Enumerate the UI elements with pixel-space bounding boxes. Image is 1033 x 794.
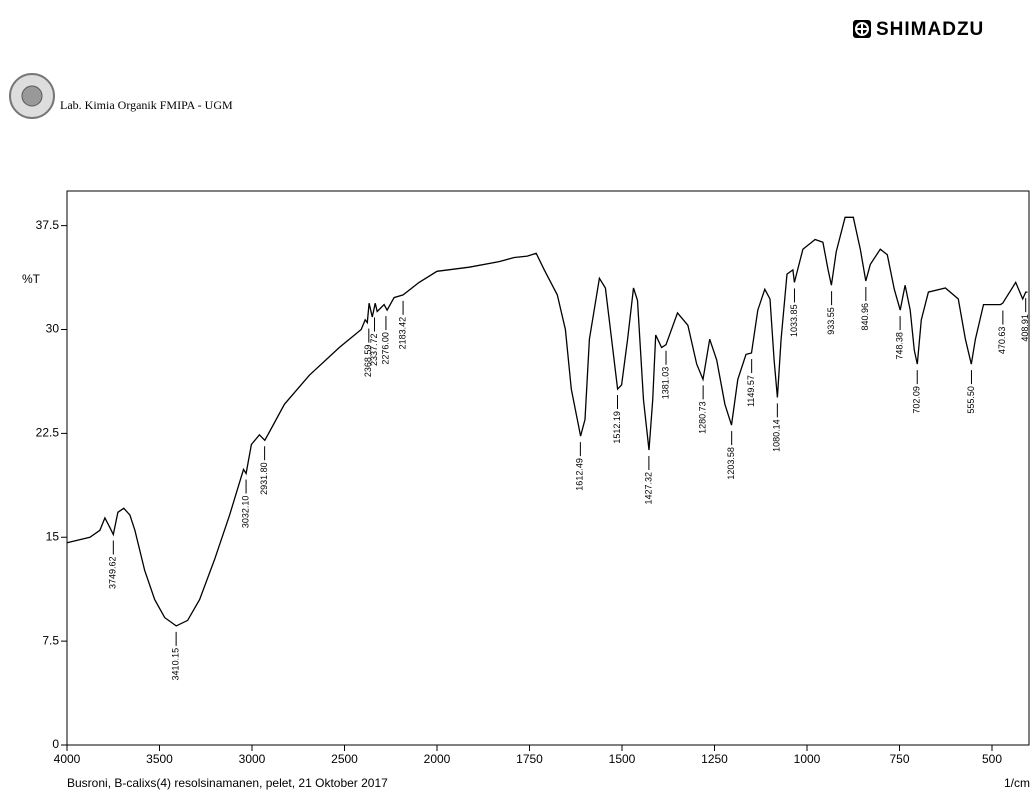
peak-label: 2276.00 [380,332,390,365]
y-tick-label: 22.5 [36,426,60,440]
peak-label: 1149.57 [746,375,756,407]
x-tick-label: 750 [889,752,909,766]
peak-label: 933.55 [826,307,836,335]
y-tick-label: 37.5 [36,218,60,232]
peak-label: 3410.15 [170,648,180,681]
peak-label: 408.91 [1020,314,1030,342]
x-tick-label: 1500 [609,752,636,766]
peak-label: 840.96 [860,303,870,331]
plot-frame [67,191,1029,745]
peak-label: 1080.14 [772,419,782,452]
spectrum-line [67,217,1028,626]
peak-label: 1427.32 [643,472,653,505]
lab-name: Lab. Kimia Organik FMIPA - UGM [60,98,233,112]
x-tick-label: 2000 [424,752,451,766]
peak-label: 3032.10 [240,496,250,529]
x-tick-label: 3500 [146,752,173,766]
y-tick-label: 7.5 [42,633,59,647]
peak-label: 470.63 [997,327,1007,355]
peak-label: 748.38 [894,332,904,360]
peak-label: 702.09 [912,386,922,414]
peak-label: 1612.49 [575,458,585,491]
x-tick-label: 1000 [794,752,821,766]
peak-label: 1203.58 [726,447,736,480]
x-axis-label: 1/cm [1004,776,1030,790]
peak-label: 2183.42 [397,317,407,350]
peak-label: 2337.72 [369,333,379,366]
peak-label: 1033.85 [789,304,799,337]
y-axis-label: %T [22,272,41,286]
peak-label: 555.50 [966,386,976,414]
brand: SHIMADZU [876,19,984,40]
y-tick-label: 30 [46,322,60,336]
x-tick-label: 2500 [331,752,358,766]
y-tick-label: 0 [52,737,59,751]
x-tick-label: 3000 [239,752,266,766]
peak-label: 1512.19 [612,411,622,444]
x-tick-label: 1250 [701,752,728,766]
brand-logo: SHIMADZU [853,19,984,40]
peak-label: 1280.73 [698,401,708,434]
peak-label: 3749.62 [108,556,118,589]
lab-seal-center [22,86,42,106]
peak-label: 2931.80 [259,462,269,495]
chart: SHIMADZU Lab. Kimia Organik FMIPA - UGM … [0,0,1033,794]
x-tick-label: 500 [982,752,1002,766]
x-tick-label: 1750 [516,752,543,766]
x-tick-label: 4000 [54,752,81,766]
y-tick-label: 15 [46,529,60,543]
subtitle: Busroni, B-calixs(4) resolsinamanen, pel… [67,776,388,790]
peak-label: 1381.03 [660,367,670,400]
